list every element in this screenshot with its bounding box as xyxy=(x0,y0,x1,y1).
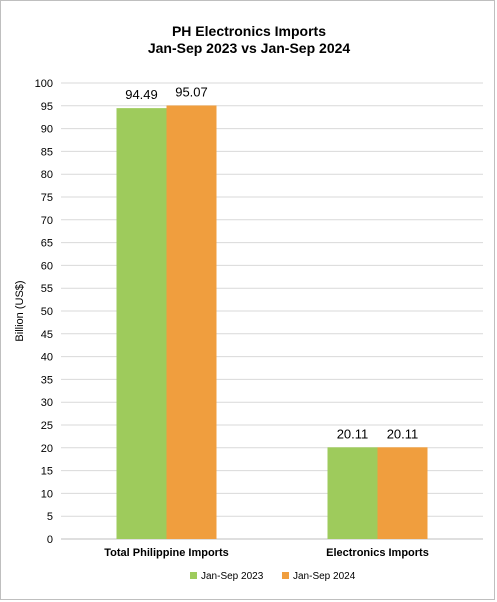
legend-swatch xyxy=(190,572,197,579)
y-tick-label: 70 xyxy=(41,215,53,227)
bar xyxy=(327,447,378,539)
y-tick-label: 40 xyxy=(41,352,53,364)
x-category-label: Total Philippine Imports xyxy=(104,547,228,559)
y-tick-label: 35 xyxy=(41,374,53,386)
y-tick-label: 25 xyxy=(41,420,53,432)
y-tick-label: 65 xyxy=(41,238,53,250)
y-tick-label: 75 xyxy=(41,192,53,204)
y-tick-label: 5 xyxy=(47,511,53,523)
y-tick-label: 100 xyxy=(35,78,53,90)
y-tick-label: 10 xyxy=(41,488,53,500)
y-axis-label: Billion (US$) xyxy=(14,280,26,341)
y-tick-label: 50 xyxy=(41,306,53,318)
y-tick-label: 60 xyxy=(41,260,53,272)
y-tick-label: 20 xyxy=(41,443,53,455)
y-tick-label: 95 xyxy=(41,101,53,113)
y-tick-label: 0 xyxy=(47,534,53,546)
legend-label: Jan-Sep 2024 xyxy=(293,571,356,582)
bar xyxy=(116,108,167,539)
y-tick-label: 55 xyxy=(41,283,53,295)
y-tick-label: 85 xyxy=(41,146,53,158)
x-category-label: Electronics Imports xyxy=(326,547,429,559)
data-label: 94.49 xyxy=(125,87,158,102)
y-tick-label: 30 xyxy=(41,397,53,409)
y-tick-label: 45 xyxy=(41,329,53,341)
labels-layer: 94.49 95.07 Total Philippine Imports 20.11 2… xyxy=(104,84,429,559)
bar xyxy=(166,105,217,539)
bar xyxy=(377,447,428,539)
chart-title-line1: PH Electronics Imports xyxy=(172,23,326,39)
y-tick-label: 80 xyxy=(41,169,53,181)
legend: Jan-Sep 2023 Jan-Sep 2024 xyxy=(190,571,356,582)
data-label: 95.07 xyxy=(175,84,208,99)
data-label: 20.11 xyxy=(387,426,419,441)
legend-label: Jan-Sep 2023 xyxy=(201,571,264,582)
legend-swatch xyxy=(282,572,289,579)
y-tick-label: 15 xyxy=(41,466,53,478)
bars-layer xyxy=(116,105,428,539)
y-tick-label: 90 xyxy=(41,124,53,136)
data-label: 20.11 xyxy=(337,426,369,441)
chart-title-line2: Jan-Sep 2023 vs Jan-Sep 2024 xyxy=(148,40,351,56)
